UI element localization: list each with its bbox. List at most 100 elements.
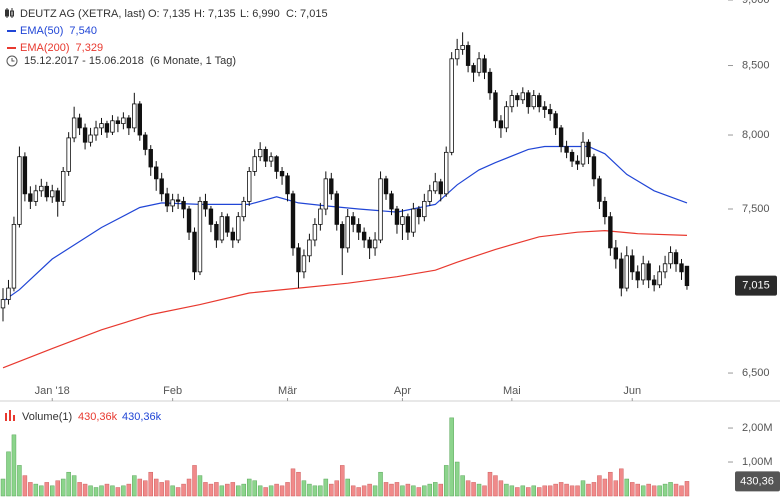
candle-body xyxy=(104,123,110,133)
candle-body xyxy=(350,216,356,225)
volume-bar xyxy=(586,483,591,497)
volume-bar xyxy=(471,482,476,497)
candle-body xyxy=(586,141,591,158)
volume-bar xyxy=(504,483,509,497)
candle-body xyxy=(416,208,422,218)
volume-bar xyxy=(487,471,493,497)
candle-body xyxy=(82,127,88,143)
candle-body xyxy=(597,178,602,202)
candle-icon xyxy=(5,8,14,18)
candle-body xyxy=(378,178,383,241)
candle-body xyxy=(137,103,142,136)
candle-body xyxy=(520,92,526,101)
candle-body xyxy=(662,263,668,273)
candle-body xyxy=(422,200,427,218)
volume-bar xyxy=(219,485,225,497)
volume-bar xyxy=(422,485,427,497)
y-tick-label: 7,500 xyxy=(742,203,770,215)
clock-icon xyxy=(6,55,18,67)
volume-icon xyxy=(5,413,7,421)
candle-body xyxy=(454,49,460,60)
candle-body xyxy=(564,146,569,153)
candle-body xyxy=(307,239,312,257)
volume-bar xyxy=(137,478,143,497)
candle-body xyxy=(164,193,170,207)
candle-body xyxy=(247,171,252,202)
volume-bar xyxy=(389,483,394,497)
candle-body xyxy=(71,117,77,139)
volume-bar xyxy=(257,485,263,497)
volume-bar xyxy=(268,485,274,497)
candle-body xyxy=(553,113,558,129)
candle-body xyxy=(580,141,586,165)
volume-legend: Volume(1) 430,36k 430,36k xyxy=(5,410,162,423)
candle-body xyxy=(6,287,11,301)
volume-bar xyxy=(279,485,285,497)
candle-body xyxy=(148,149,153,168)
x-tick-label: Mai xyxy=(503,385,521,397)
candle-body xyxy=(389,193,394,210)
candle-body xyxy=(679,263,684,273)
volume-bar xyxy=(197,475,203,497)
candle-body xyxy=(372,239,378,249)
legend-bg xyxy=(0,2,340,70)
volume-bar xyxy=(640,485,646,497)
candle-body xyxy=(673,252,679,265)
volume-bar xyxy=(82,483,88,497)
candle-body xyxy=(154,166,159,180)
volume-bar xyxy=(236,485,241,497)
candle-body xyxy=(493,92,498,122)
candle-body xyxy=(427,190,432,202)
volume-bar xyxy=(416,487,422,497)
candle-body xyxy=(460,45,465,50)
ohlc-close: C: 7,015 xyxy=(286,8,328,20)
volume-bar xyxy=(99,485,104,497)
volume-bar xyxy=(356,487,361,497)
candle-body xyxy=(651,279,657,286)
candle-body xyxy=(367,239,372,249)
legend-value: 7,329 xyxy=(76,42,104,54)
volume-bar xyxy=(301,480,307,497)
volume-bar xyxy=(17,465,22,497)
volume-bar xyxy=(498,480,504,497)
volume-bar xyxy=(22,475,28,497)
volume-bar xyxy=(558,482,564,497)
legend: DEUTZ AG (XETRA, last) O: 7,135 H: 7,135… xyxy=(0,2,340,70)
volume-bar xyxy=(542,485,547,497)
volume-bar xyxy=(515,487,520,497)
candle-body xyxy=(93,127,99,136)
volume-bar xyxy=(427,483,433,497)
candle-body xyxy=(323,178,329,210)
candle-body xyxy=(334,193,339,225)
candle-body xyxy=(487,71,493,94)
x-tick-label: Jun xyxy=(623,385,641,397)
volume-bar xyxy=(608,471,613,497)
y-tick-label: 8,000 xyxy=(742,129,770,141)
volume-bar xyxy=(531,485,537,497)
volume-bar xyxy=(246,478,252,497)
volume-bar xyxy=(66,471,71,497)
date-range: 15.12.2017 - 15.06.2018 xyxy=(24,55,144,67)
candle-body xyxy=(504,106,509,129)
candle-body xyxy=(39,185,44,192)
volume-bar xyxy=(110,485,115,497)
candle-body xyxy=(159,178,164,195)
volume-bar xyxy=(175,487,181,497)
volume-bar xyxy=(597,475,602,497)
last-volume-box xyxy=(735,471,780,492)
candle-body xyxy=(449,58,454,153)
volume-bar xyxy=(526,487,531,497)
candle-body xyxy=(569,151,575,162)
candle-body xyxy=(329,178,334,195)
candle-body xyxy=(55,190,60,202)
last-price-box xyxy=(735,275,777,296)
candle-body xyxy=(11,223,17,289)
candle-body xyxy=(121,117,126,125)
volume-bar xyxy=(367,483,372,497)
volume-bar xyxy=(624,478,630,497)
candle-body xyxy=(50,190,55,198)
candle-body xyxy=(181,200,186,210)
volume-bar xyxy=(536,487,542,497)
candle-body xyxy=(44,185,49,198)
candle-body xyxy=(186,208,192,233)
